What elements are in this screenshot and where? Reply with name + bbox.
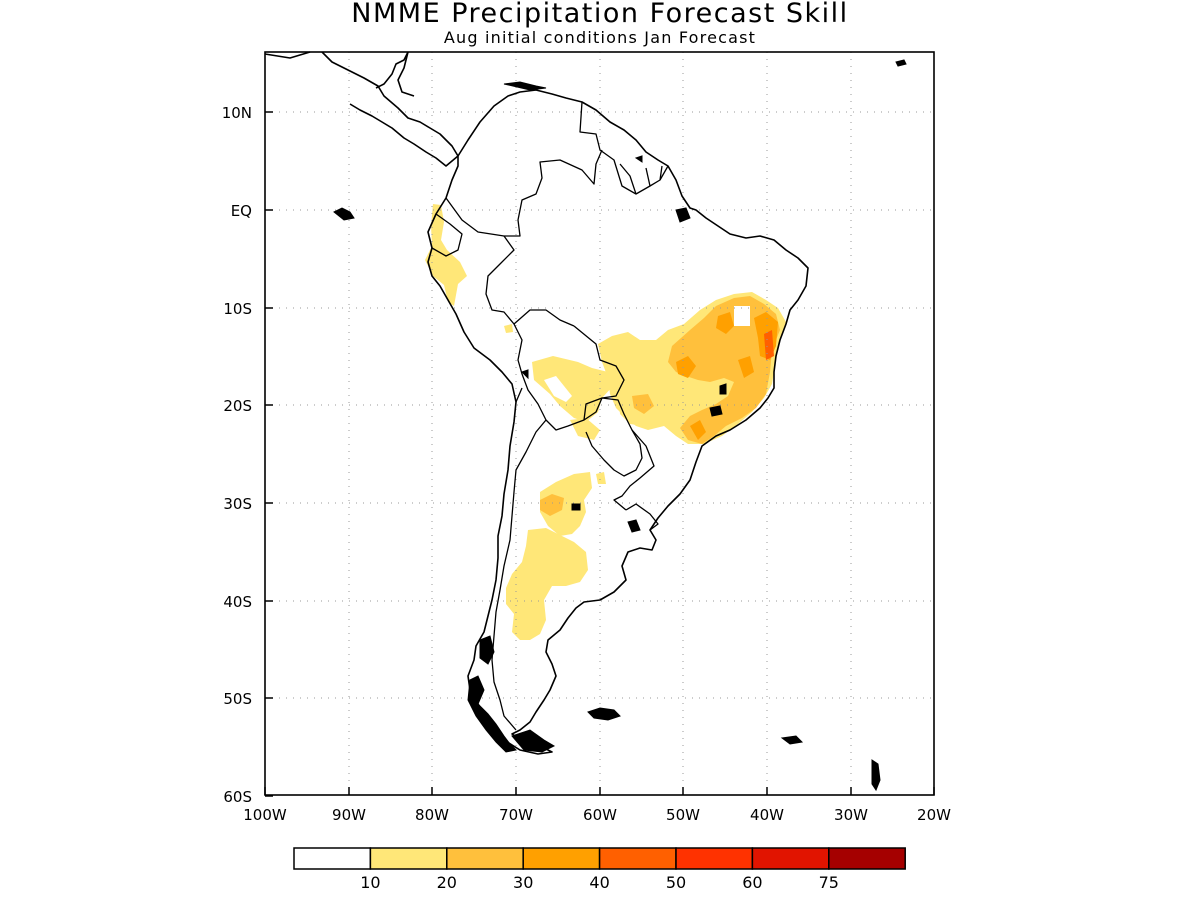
colorbar-label-50: 50 [666, 873, 686, 892]
border-guianas [619, 163, 663, 195]
skill-area-peru-small [504, 324, 513, 333]
coastlines [264, 51, 907, 792]
chile-islands [467, 675, 518, 753]
skill-area-argentina-north [540, 472, 592, 536]
laguna-mar-chiquita [571, 503, 581, 511]
colorbar-label-60: 60 [742, 873, 762, 892]
colorbar-bin-6 [751, 847, 830, 870]
lat-label-10s: 10S [223, 300, 252, 318]
skill-area-bolivia [532, 356, 614, 422]
falkland-islands [587, 707, 621, 721]
map-title: NMME Precipitation Forecast Skill [351, 0, 849, 29]
lon-label-30w: 30W [834, 806, 868, 824]
colorbar-label-75: 75 [819, 873, 839, 892]
skill-area-argentina-north-20 [540, 494, 564, 516]
border-ecuador [431, 213, 463, 257]
skill-area-brazil-hole [734, 306, 750, 326]
skill-area-brazil-30e [690, 420, 706, 440]
coast-yucatan [397, 51, 415, 97]
lon-label-90w: 90W [332, 806, 366, 824]
skill-shading [425, 204, 786, 640]
sandwich-islands [871, 759, 881, 792]
lon-label-60w: 60W [583, 806, 617, 824]
colorbar-bin-5 [675, 847, 754, 870]
graticule [265, 52, 934, 795]
lake-patos [627, 519, 641, 533]
map-subtitle: Aug initial conditions Jan Forecast [443, 28, 757, 47]
skill-area-brazil-30d [738, 356, 754, 378]
border-paraguay [583, 397, 643, 477]
lon-label-40w: 40W [750, 806, 784, 824]
brazil-reservoir-2 [709, 405, 723, 417]
colorbar-label-10: 10 [360, 873, 380, 892]
skill-area-argentina-tiny [596, 472, 606, 484]
colorbar-bin-4 [598, 847, 677, 870]
skill-area-paraguay-20 [632, 394, 654, 414]
border-venezuela [579, 101, 669, 195]
marajo [675, 207, 691, 223]
skill-area-brazil-30 [676, 356, 696, 378]
brazil-reservoir [719, 383, 727, 395]
skill-area-argentina-central [506, 528, 588, 640]
border-argentina-chile [491, 419, 547, 731]
skill-area-ecuador-peru [425, 204, 467, 306]
coast-central-america [264, 51, 459, 167]
lat-label-50s: 50S [223, 690, 252, 708]
skill-area-brazil-30b [716, 312, 734, 334]
lat-label-60s: 60S [223, 788, 252, 806]
skill-area-brazil-40 [764, 330, 774, 360]
south-georgia [780, 735, 804, 745]
tierra-del-fuego [511, 729, 556, 753]
colorbar-bin-1 [369, 847, 448, 870]
colorbar-bin-7 [828, 847, 906, 870]
border-chile-peru [515, 387, 523, 403]
lon-label-50w: 50W [666, 806, 700, 824]
galapagos [333, 207, 355, 221]
border-colombia [445, 149, 603, 237]
colorbar-label-30: 30 [513, 873, 533, 892]
lat-label-40s: 40S [223, 593, 252, 611]
lat-label-10n: 10N [222, 104, 252, 122]
colorbar-bin-0 [293, 847, 372, 870]
border-uruguay [625, 503, 659, 531]
border-bolivia [513, 323, 625, 431]
colorbar-label-20: 20 [437, 873, 457, 892]
lon-label-20w: 20W [917, 806, 951, 824]
lake-titicaca [521, 369, 529, 380]
lon-label-80w: 80W [415, 806, 449, 824]
skill-area-bolivia-hole [544, 376, 572, 402]
coast-south-america [427, 89, 809, 755]
lat-axis-labels: 10N EQ 10S 20S 30S 40S 50S 60S [222, 104, 252, 806]
axis-ticks [264, 111, 935, 797]
chile-islands-north [479, 635, 495, 665]
skill-area-brazil-20 [668, 296, 780, 444]
trinidad [634, 155, 643, 163]
colorbar-bin-2 [446, 847, 524, 870]
skill-area-chaco [570, 418, 600, 440]
colorbar-bin-3 [522, 847, 601, 870]
lat-label-30s: 30S [223, 495, 252, 513]
lon-label-70w: 70W [499, 806, 533, 824]
caribbean-islands [503, 81, 547, 91]
lon-label-100w: 100W [243, 806, 287, 824]
lat-label-eq: EQ [231, 202, 252, 220]
colorbar-label-40: 40 [589, 873, 609, 892]
atlantic-island [895, 59, 907, 67]
lon-axis-labels: 100W 90W 80W 70W 60W 50W 40W 30W 20W [243, 806, 951, 824]
border-peru-brazil [485, 235, 575, 327]
lat-label-20s: 20S [223, 397, 252, 415]
border-argentina-brazil [613, 429, 655, 511]
colorbar: 10 20 30 40 50 60 75 [293, 847, 906, 892]
